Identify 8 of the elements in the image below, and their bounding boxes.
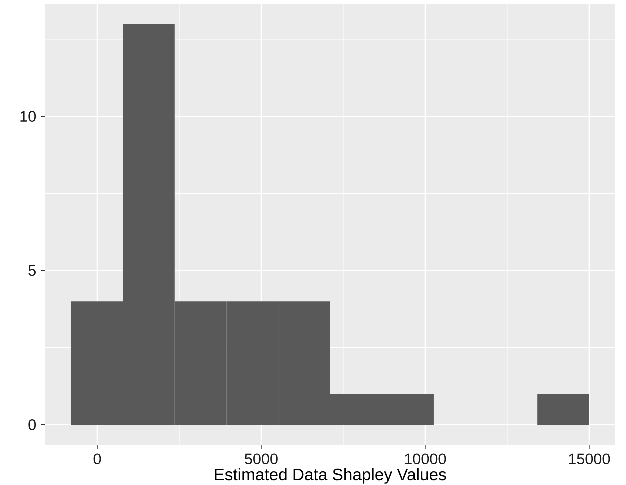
x-tick-label: 5000 bbox=[245, 454, 278, 465]
x-tick-label: 10000 bbox=[405, 454, 446, 465]
y-tick-label: 10 bbox=[20, 111, 36, 122]
y-tick-label: 5 bbox=[28, 265, 36, 276]
x-tick-label: 15000 bbox=[569, 454, 610, 465]
x-tick-label: 0 bbox=[94, 454, 102, 465]
x-axis-title: Estimated Data Shapley Values bbox=[215, 468, 446, 484]
y-tick-label: 0 bbox=[28, 420, 36, 430]
